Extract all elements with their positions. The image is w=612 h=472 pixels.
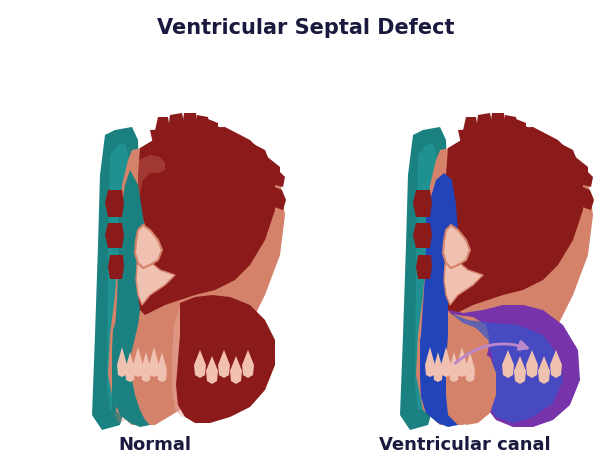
Polygon shape — [449, 352, 459, 382]
Polygon shape — [514, 119, 526, 147]
Polygon shape — [425, 347, 435, 377]
Polygon shape — [206, 119, 218, 147]
Polygon shape — [568, 163, 593, 187]
Polygon shape — [92, 127, 140, 430]
Polygon shape — [260, 163, 285, 187]
Polygon shape — [540, 143, 588, 185]
Polygon shape — [413, 223, 432, 248]
Polygon shape — [457, 347, 467, 377]
Polygon shape — [416, 135, 593, 425]
Polygon shape — [446, 123, 583, 315]
Polygon shape — [415, 143, 436, 410]
Polygon shape — [206, 356, 218, 384]
Polygon shape — [526, 350, 538, 378]
Polygon shape — [420, 173, 458, 417]
Polygon shape — [550, 350, 562, 378]
Polygon shape — [112, 315, 150, 427]
Polygon shape — [105, 190, 124, 217]
Polygon shape — [450, 313, 563, 423]
Polygon shape — [154, 117, 170, 147]
Polygon shape — [135, 225, 162, 268]
Polygon shape — [112, 170, 148, 425]
Polygon shape — [107, 143, 128, 410]
Text: Ventricular Septal Defect: Ventricular Septal Defect — [157, 18, 455, 38]
Polygon shape — [194, 350, 206, 378]
Polygon shape — [149, 347, 159, 377]
Polygon shape — [465, 352, 475, 382]
Polygon shape — [242, 350, 254, 378]
Polygon shape — [413, 190, 432, 217]
Polygon shape — [416, 255, 432, 279]
Polygon shape — [476, 113, 493, 145]
Polygon shape — [157, 352, 167, 382]
Polygon shape — [117, 347, 127, 377]
Polygon shape — [574, 185, 594, 210]
Polygon shape — [448, 305, 580, 427]
Polygon shape — [503, 115, 518, 145]
Polygon shape — [441, 347, 451, 377]
Text: Normal: Normal — [119, 436, 192, 454]
Polygon shape — [433, 352, 443, 382]
Polygon shape — [443, 225, 470, 268]
Polygon shape — [462, 117, 478, 147]
Polygon shape — [108, 255, 124, 279]
Polygon shape — [105, 223, 124, 248]
Text: Ventricular canal: Ventricular canal — [379, 436, 551, 454]
Polygon shape — [538, 356, 550, 384]
Polygon shape — [176, 295, 275, 423]
Polygon shape — [266, 185, 286, 210]
Polygon shape — [141, 352, 151, 382]
Polygon shape — [400, 127, 448, 430]
Polygon shape — [502, 350, 514, 378]
Polygon shape — [444, 250, 483, 305]
Polygon shape — [150, 127, 260, 155]
Polygon shape — [125, 352, 135, 382]
Polygon shape — [458, 127, 568, 155]
Polygon shape — [218, 350, 230, 378]
Polygon shape — [182, 113, 198, 145]
Polygon shape — [420, 315, 458, 427]
Polygon shape — [136, 250, 175, 305]
Polygon shape — [232, 143, 280, 185]
Polygon shape — [490, 113, 506, 145]
Polygon shape — [456, 353, 496, 425]
Polygon shape — [112, 155, 165, 423]
Polygon shape — [108, 135, 285, 425]
Polygon shape — [172, 303, 205, 417]
Polygon shape — [195, 115, 210, 145]
Polygon shape — [230, 356, 242, 384]
Polygon shape — [138, 123, 275, 315]
Polygon shape — [168, 113, 185, 145]
Polygon shape — [133, 347, 143, 377]
Polygon shape — [514, 356, 526, 384]
